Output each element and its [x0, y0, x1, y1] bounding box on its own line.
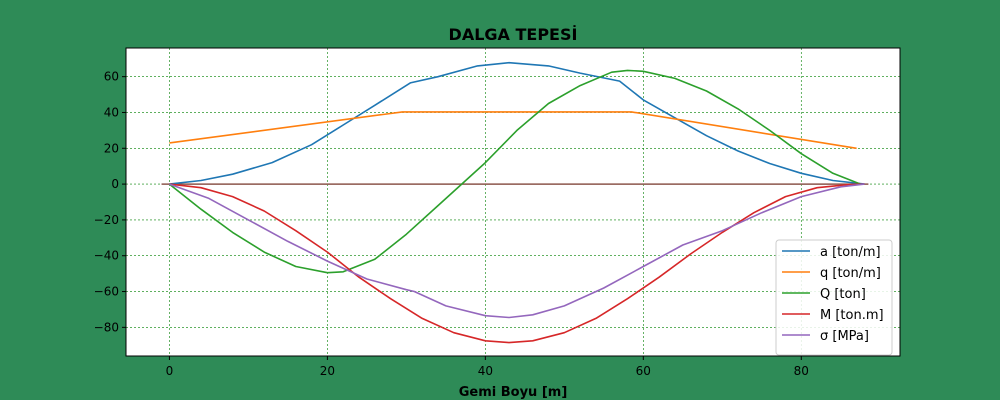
series-line-2	[169, 111, 857, 150]
legend: a [ton/m] q [ton/m] Q [ton] M [ton.m] σ [MPa…	[775, 239, 893, 356]
series-line-4	[169, 183, 865, 344]
plot-area	[126, 48, 900, 356]
series-layer	[161, 61, 869, 344]
x-tick-label: 80	[794, 364, 809, 378]
y-tick-label: 60	[104, 70, 119, 84]
grid	[126, 48, 900, 356]
x-tick-label: 40	[478, 364, 493, 378]
y-tick-label: −40	[94, 249, 119, 263]
x-axis-label: Gemi Boyu [m]	[459, 385, 568, 400]
legend-label: a [ton/m]	[820, 245, 881, 260]
series-line-3	[168, 69, 861, 274]
series-line-1	[169, 61, 865, 185]
y-tick-label: 20	[104, 141, 119, 155]
legend-label: Q [ton]	[820, 287, 866, 302]
legend-label: M [ton.m]	[820, 308, 884, 323]
y-tick-label: −60	[94, 285, 119, 299]
y-tick-label: −20	[94, 213, 119, 227]
x-tick-label: 20	[320, 364, 335, 378]
series-line-5	[169, 183, 865, 319]
y-tick-label: 0	[111, 177, 119, 191]
legend-box	[775, 239, 893, 356]
ticks: 0 20 40 60 80 −80 −60 −40 −20 0 20 40 60	[94, 70, 809, 378]
y-tick-label: 40	[104, 105, 119, 119]
plot-frame	[125, 47, 901, 357]
y-tick-label: −80	[94, 320, 119, 334]
x-tick-label: 60	[636, 364, 651, 378]
x-tick-label: 0	[166, 364, 174, 378]
legend-label: σ [MPa]	[820, 329, 869, 344]
legend-label: q [ton/m]	[820, 266, 881, 281]
chart-title: DALGA TEPESİ	[449, 25, 578, 44]
